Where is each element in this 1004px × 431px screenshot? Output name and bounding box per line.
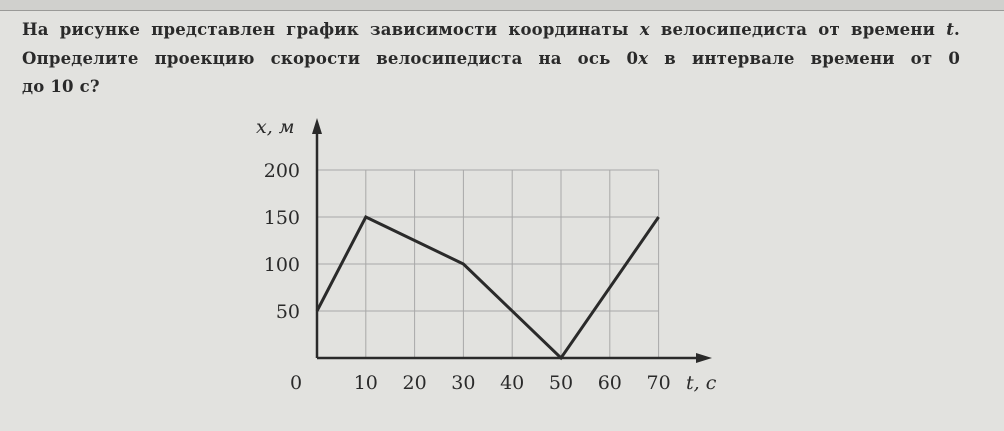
y-axis-arrow-icon (312, 118, 322, 134)
x-tick-label: 50 (549, 372, 573, 394)
grid (317, 169, 660, 358)
x-axis-arrow-icon (696, 353, 712, 363)
origin-label: 0 (290, 372, 302, 394)
x-tick-label: 70 (647, 372, 671, 394)
variable-x: x (639, 20, 650, 39)
variable-x: x (638, 48, 649, 68)
y-tick-label: 200 (264, 160, 300, 182)
text-segment: Определите проекцию скорости велосипедис… (22, 48, 639, 68)
y-tick-label: 150 (264, 207, 300, 229)
y-tick-label: 50 (276, 301, 300, 323)
text-segment: велосипедиста от времени (649, 20, 947, 39)
text-segment: в интервале времени от 0 (648, 48, 961, 68)
x-axis-label: t, с (686, 372, 717, 394)
text-segment: . (954, 20, 960, 39)
problem-line-3: до 10 с? (22, 77, 100, 96)
tick-labels: 10 20 30 40 50 60 70 50 100 150 200 (264, 160, 671, 394)
series-line (315, 215, 660, 361)
x-tick-label: 40 (500, 372, 524, 394)
y-tick-label: 100 (264, 254, 300, 276)
page-edge (0, 0, 1004, 11)
problem-text: На рисунке представлен график зависимост… (22, 16, 960, 102)
problem-line-2: Определите проекцию скорости велосипедис… (22, 45, 960, 74)
x-tick-label: 20 (403, 372, 427, 394)
x-tick-label: 30 (451, 372, 475, 394)
text-segment: На рисунке представлен график зависимост… (22, 20, 640, 39)
x-tick-label: 60 (598, 372, 622, 394)
x-tick-label: 10 (354, 372, 378, 394)
axes (312, 118, 712, 363)
problem-line-1: На рисунке представлен график зависимост… (22, 16, 960, 45)
y-axis-label: x, м (256, 116, 295, 138)
series (315, 215, 660, 361)
variable-t: t (946, 20, 955, 39)
